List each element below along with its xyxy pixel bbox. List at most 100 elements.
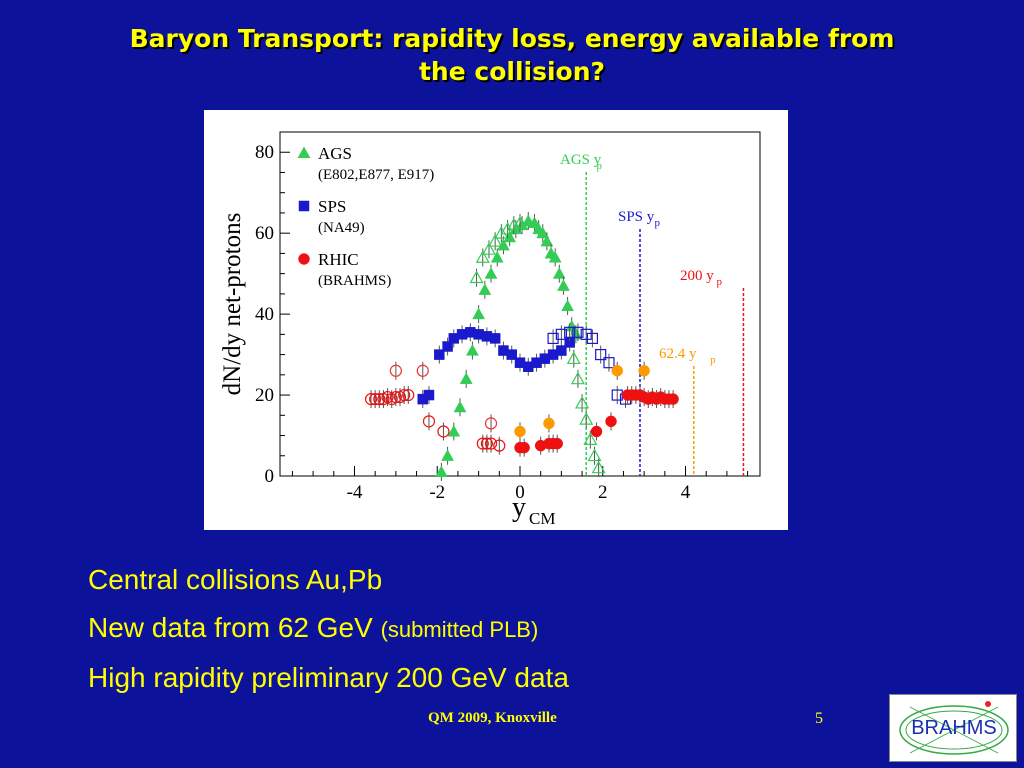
data-point (475, 250, 490, 263)
bullet-text: Central collisions Au,Pb (88, 564, 383, 595)
data-point (561, 299, 575, 312)
x-axis-label-sub: CM (529, 509, 555, 528)
data-point (564, 326, 576, 338)
data-point (514, 425, 526, 438)
x-tick-label: 4 (681, 482, 691, 503)
slide-title: Baryon Transport: rapidity loss, energy … (0, 22, 1024, 88)
page-number: 5 (815, 710, 823, 727)
data-point (489, 333, 501, 344)
data-point (547, 332, 559, 344)
data-point (552, 267, 566, 279)
data-point (555, 328, 567, 340)
data-point (540, 234, 554, 247)
data-point (484, 437, 498, 450)
legend-sublabel: (E802,E877, E917) (318, 167, 434, 183)
data-point (488, 234, 503, 247)
data-point (490, 250, 504, 263)
data-point (465, 344, 479, 356)
title-line-2: the collision? (418, 57, 606, 86)
data-point (566, 351, 581, 365)
data-point (583, 432, 598, 445)
data-point (667, 393, 679, 405)
beam-rapidity-label-sub: p (597, 160, 603, 172)
data-point (543, 417, 555, 430)
data-point (570, 371, 585, 385)
data-point (434, 349, 445, 360)
data-point (481, 242, 496, 255)
data-point (506, 349, 517, 360)
data-point (472, 307, 486, 320)
data-point (638, 365, 650, 377)
rapidity-chart: -4 -2 0 2 4 0 20 40 60 80 y CM dN/dy net-protons AGS … (204, 110, 788, 530)
data-point (441, 449, 455, 461)
data-point (437, 425, 450, 438)
data-point (459, 372, 473, 384)
y-tick-label: 40 (255, 304, 274, 325)
y-tick-label: 60 (255, 223, 274, 244)
x-tick-label: -4 (347, 482, 363, 503)
data-point (556, 345, 567, 356)
beam-rapidity-label-sub: p (655, 217, 661, 229)
beam-rapidity-label-sub: p (710, 354, 716, 366)
bullet-note: (submitted PLB) (380, 617, 539, 642)
bullet-item: New data from 62 GeV (submitted PLB) (88, 604, 569, 654)
data-point (484, 417, 498, 430)
data-point (469, 270, 484, 284)
y-tick-label: 80 (255, 142, 274, 163)
data-point (447, 424, 461, 437)
bullet-item: Central collisions Au,Pb (88, 556, 569, 604)
data-point (575, 395, 590, 409)
y-tick-label: 0 (265, 466, 275, 487)
data-point (398, 388, 411, 402)
legend-marker (297, 146, 311, 159)
data-point (506, 217, 521, 231)
data-point (494, 225, 509, 239)
legend-marker (298, 253, 310, 265)
data-point (369, 393, 382, 406)
beam-rapidity-label: 62.4 y (659, 346, 697, 362)
data-point (548, 250, 562, 263)
data-point (603, 357, 615, 369)
bullet-text: New data from 62 GeV (88, 612, 381, 643)
legend-marker (298, 200, 310, 212)
data-point (500, 221, 515, 235)
data-point (478, 283, 492, 295)
legend-label: SPS (318, 197, 346, 216)
data-point (591, 460, 606, 474)
legend-sublabel: (NA49) (318, 220, 365, 236)
data-point (484, 267, 498, 279)
title-line-1: Baryon Transport: rapidity loss, energy … (129, 24, 895, 53)
data-point (579, 412, 594, 425)
x-tick-label: 0 (515, 482, 525, 503)
data-point (480, 437, 493, 450)
beam-rapidity-label: SPS y (618, 209, 655, 225)
data-point (580, 328, 592, 340)
legend-label: RHIC (318, 250, 359, 269)
brahms-logo: BRAHMS (889, 694, 1017, 762)
beam-rapidity-label: AGS y (560, 152, 602, 168)
bullet-item: High rapidity preliminary 200 GeV data (88, 654, 569, 702)
data-point (551, 437, 563, 450)
beam-rapidity-label: 200 y (680, 268, 714, 284)
y-axis-label: dN/dy net-protons (219, 213, 246, 396)
data-point (442, 341, 453, 352)
data-point (586, 332, 599, 344)
logo-graphic (899, 701, 1009, 755)
bullet-list: Central collisions Au,Pb New data from 6… (88, 556, 569, 702)
data-point (423, 389, 435, 401)
logo-text: BRAHMS (911, 717, 997, 739)
x-tick-label: 2 (598, 482, 608, 503)
footer-text: QM 2009, Knoxville (428, 710, 557, 726)
data-point (595, 348, 607, 361)
data-point (389, 364, 402, 377)
data-point (518, 441, 530, 454)
data-point (536, 226, 550, 239)
data-point (557, 279, 570, 291)
legend-label: AGS (318, 144, 352, 163)
y-tick-label: 20 (255, 385, 274, 406)
data-point (590, 425, 603, 438)
data-point (453, 400, 467, 413)
data-point (373, 393, 386, 406)
data-point (402, 388, 415, 402)
